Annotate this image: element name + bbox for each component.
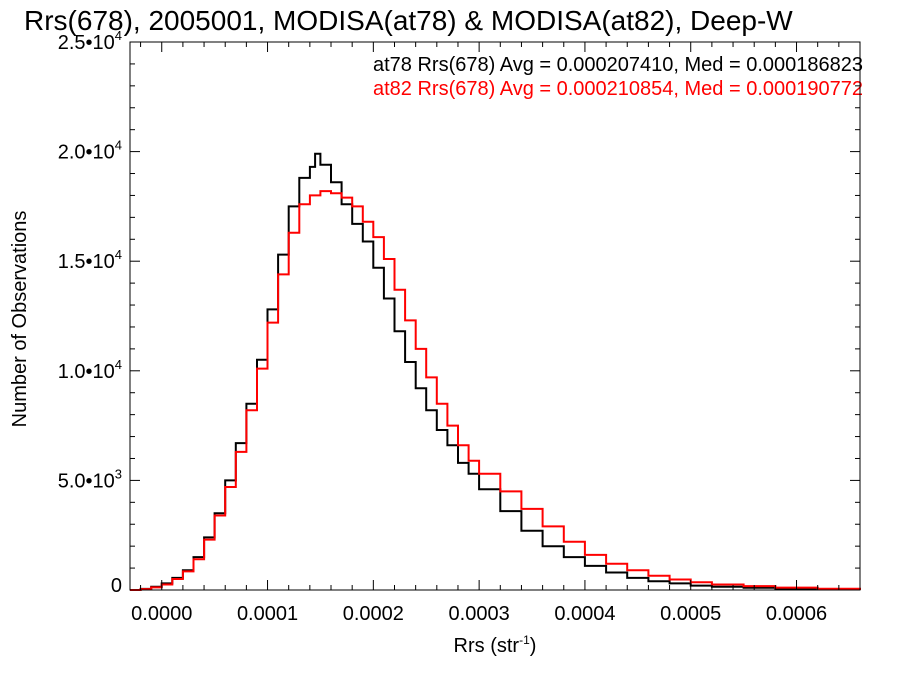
- y-tick-label: 2.0•104: [58, 138, 122, 164]
- legend-entry-2: at82 Rrs(678) Avg = 0.000210854, Med = 0…: [373, 78, 863, 100]
- series-layer: [130, 152, 861, 591]
- x-tick-label: 0.0002: [343, 603, 404, 625]
- x-axis-label: Rrs (str-1): [454, 633, 537, 657]
- y-tick-label: 5.0•103: [58, 466, 122, 492]
- plot-frame: [129, 41, 861, 591]
- x-tick-label: 0.0003: [449, 603, 510, 625]
- legend-entry-1: at78 Rrs(678) Avg = 0.000207410, Med = 0…: [373, 54, 863, 76]
- y-tick-label: 2.5•104: [58, 28, 122, 54]
- y-axis: 0 5.0•103 1.0•104 1.5•104 2.0•104 2.5•104: [58, 28, 860, 597]
- series-line-2: [130, 190, 861, 591]
- y-tick-label: 0: [111, 575, 122, 597]
- x-tick-label: 0.0004: [554, 603, 615, 625]
- y-tick-label: 1.5•104: [58, 247, 122, 273]
- chart-title: Rrs(678), 2005001, MODISA(at78) & MODISA…: [24, 5, 793, 36]
- x-axis: 0.0000 0.0001 0.0002 0.0003 0.0004 0.0005 0.00…: [131, 42, 861, 625]
- x-tick-label: 0.0001: [237, 603, 298, 625]
- legend: at78 Rrs(678) Avg = 0.000207410, Med = 0…: [373, 54, 863, 100]
- y-tick-label: 1.0•104: [58, 357, 122, 383]
- x-axis-label-sup: -1: [519, 633, 530, 647]
- x-axis-label-close: ): [530, 635, 537, 657]
- x-tick-label: 0.0006: [766, 603, 827, 625]
- x-tick-label: 0.0000: [131, 603, 192, 625]
- y-axis-label: Number of Observations: [9, 211, 31, 428]
- x-axis-label-base: Rrs (str: [454, 635, 520, 657]
- x-tick-label: 0.0005: [660, 603, 721, 625]
- series-line-1: [130, 152, 861, 591]
